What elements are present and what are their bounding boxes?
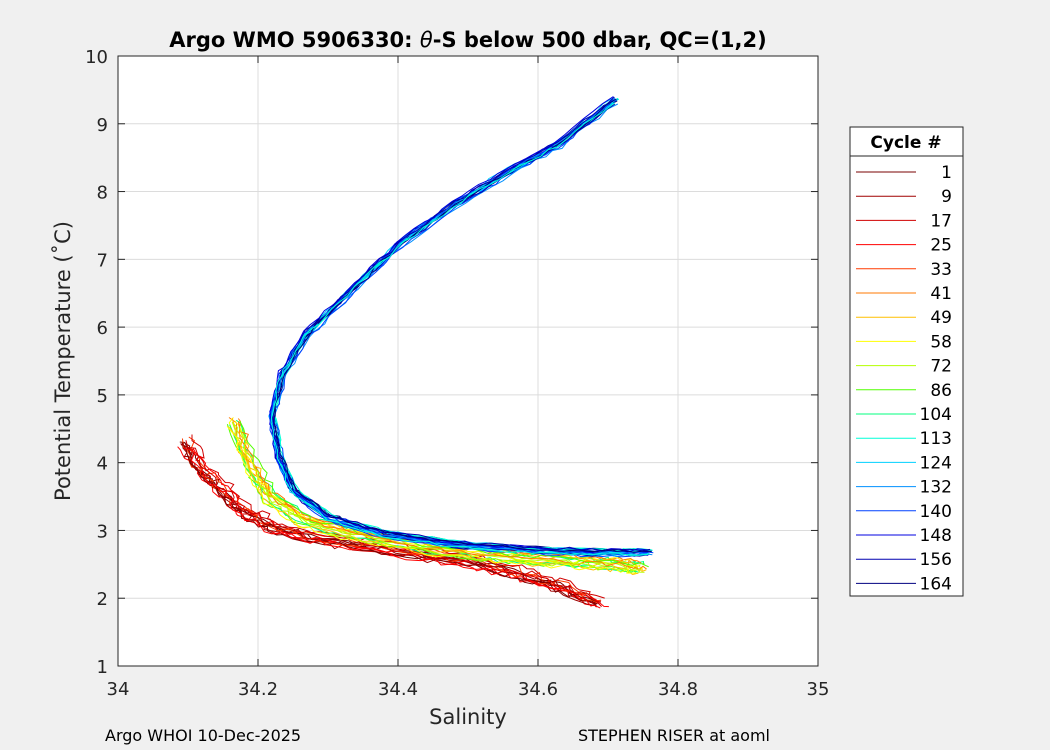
- legend-label: 86: [930, 381, 952, 401]
- x-tick-label: 34.6: [518, 679, 558, 700]
- profile-trace: [183, 447, 601, 609]
- y-tick-label: 7: [97, 250, 108, 271]
- legend: Cycle # 1 9 17 25 33 41 49 58 72 86 104 113 124 132 14…: [849, 126, 964, 597]
- x-tick-label: 34.2: [238, 679, 278, 700]
- y-tick-label: 8: [97, 183, 108, 204]
- legend-label: 1: [941, 163, 952, 183]
- x-tick-label: 34: [107, 679, 130, 700]
- profile-trace: [185, 440, 602, 603]
- legend-label: 9: [941, 187, 952, 207]
- profile-trace: [180, 443, 596, 604]
- plot-area: [118, 56, 818, 666]
- legend-label: 140: [920, 502, 952, 522]
- legend-label: 132: [920, 478, 952, 498]
- profile-trace: [226, 425, 637, 574]
- y-tick-label: 1: [97, 657, 108, 678]
- profile-trace: [232, 423, 638, 571]
- footer-right: STEPHEN RISER at aoml: [578, 726, 770, 745]
- y-tick-label: 9: [97, 115, 108, 136]
- legend-box: [849, 126, 964, 597]
- chart-title: Argo WMO 5906330: θ-S below 500 dbar, QC…: [169, 28, 766, 52]
- x-tick-label: 34.8: [658, 679, 698, 700]
- profile-trace: [237, 421, 647, 570]
- y-axis-label: Potential Temperature (˚C): [51, 221, 75, 501]
- legend-label: 113: [920, 429, 952, 449]
- profile-trace: [238, 427, 645, 573]
- legend-entries: 1 9 17 25 33 41 49 58 72 86 104 113 124 132 140 148 156 1…: [856, 163, 952, 594]
- legend-label: 17: [930, 211, 952, 231]
- y-tick-label: 2: [97, 589, 108, 610]
- footer-left: Argo WHOI 10-Dec-2025: [105, 726, 302, 745]
- x-axis-label: Salinity: [429, 705, 507, 729]
- legend-label: 104: [920, 405, 952, 425]
- legend-label: 41: [930, 284, 952, 304]
- x-tick-label: 35: [807, 679, 830, 700]
- legend-label: 156: [920, 550, 952, 570]
- y-tick-label: 6: [97, 318, 108, 339]
- y-tick-label: 5: [97, 386, 108, 407]
- y-tick-label: 4: [97, 454, 108, 475]
- legend-label: 148: [920, 526, 952, 546]
- legend-label: 25: [930, 236, 952, 256]
- legend-title: Cycle #: [870, 133, 941, 153]
- plot-frame: [117, 55, 819, 667]
- legend-label: 49: [930, 308, 952, 328]
- legend-label: 33: [930, 260, 952, 280]
- data-traces: [177, 96, 654, 609]
- y-tick-label: 10: [85, 47, 108, 68]
- profile-trace: [181, 442, 598, 608]
- profile-trace: [181, 438, 598, 604]
- profile-trace: [273, 98, 652, 553]
- legend-label: 72: [930, 357, 952, 377]
- legend-label: 164: [920, 574, 952, 594]
- x-tick-label: 34.4: [378, 679, 418, 700]
- profile-trace: [270, 102, 649, 556]
- y-tick-label: 3: [97, 521, 108, 542]
- legend-label: 124: [920, 453, 952, 473]
- profile-trace: [228, 426, 639, 576]
- legend-label: 58: [930, 332, 952, 352]
